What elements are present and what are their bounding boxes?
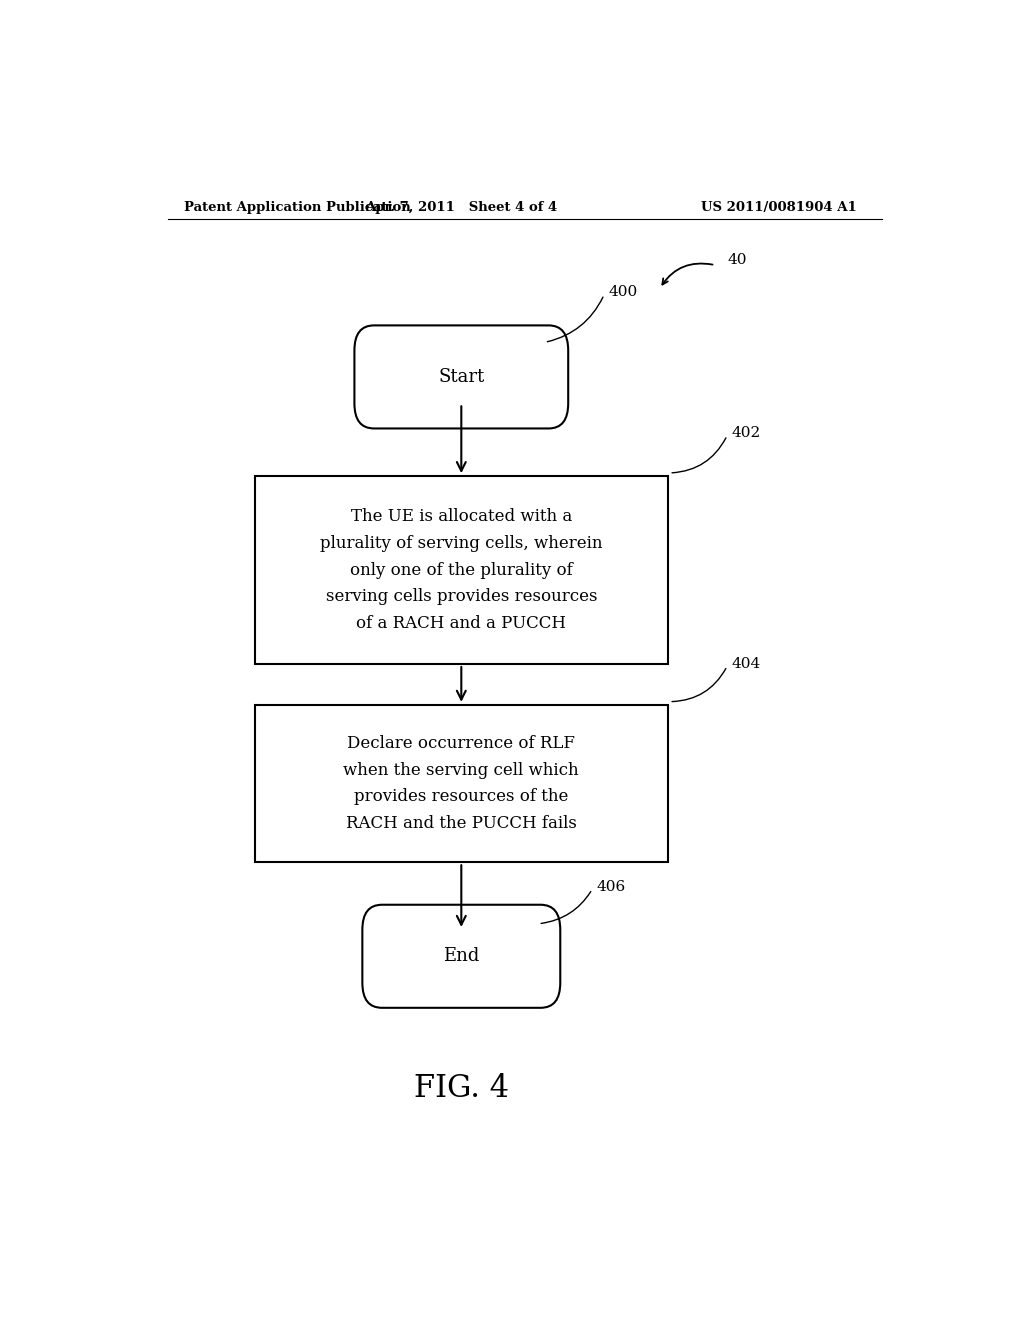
FancyBboxPatch shape [362,904,560,1007]
Text: 400: 400 [608,285,637,298]
Text: The UE is allocated with a
plurality of serving cells, wherein
only one of the p: The UE is allocated with a plurality of … [321,508,602,632]
Text: US 2011/0081904 A1: US 2011/0081904 A1 [700,201,857,214]
Text: Declare occurrence of RLF
when the serving cell which
provides resources of the
: Declare occurrence of RLF when the servi… [343,735,580,832]
FancyBboxPatch shape [354,326,568,429]
FancyBboxPatch shape [255,477,668,664]
Text: End: End [443,948,479,965]
Text: FIG. 4: FIG. 4 [414,1073,509,1104]
Text: 406: 406 [596,880,626,894]
Text: 402: 402 [731,426,761,441]
Text: Apr. 7, 2011   Sheet 4 of 4: Apr. 7, 2011 Sheet 4 of 4 [366,201,557,214]
FancyBboxPatch shape [255,705,668,862]
Text: 404: 404 [731,657,761,671]
Text: 40: 40 [727,253,746,267]
Text: Patent Application Publication: Patent Application Publication [183,201,411,214]
Text: Start: Start [438,368,484,385]
